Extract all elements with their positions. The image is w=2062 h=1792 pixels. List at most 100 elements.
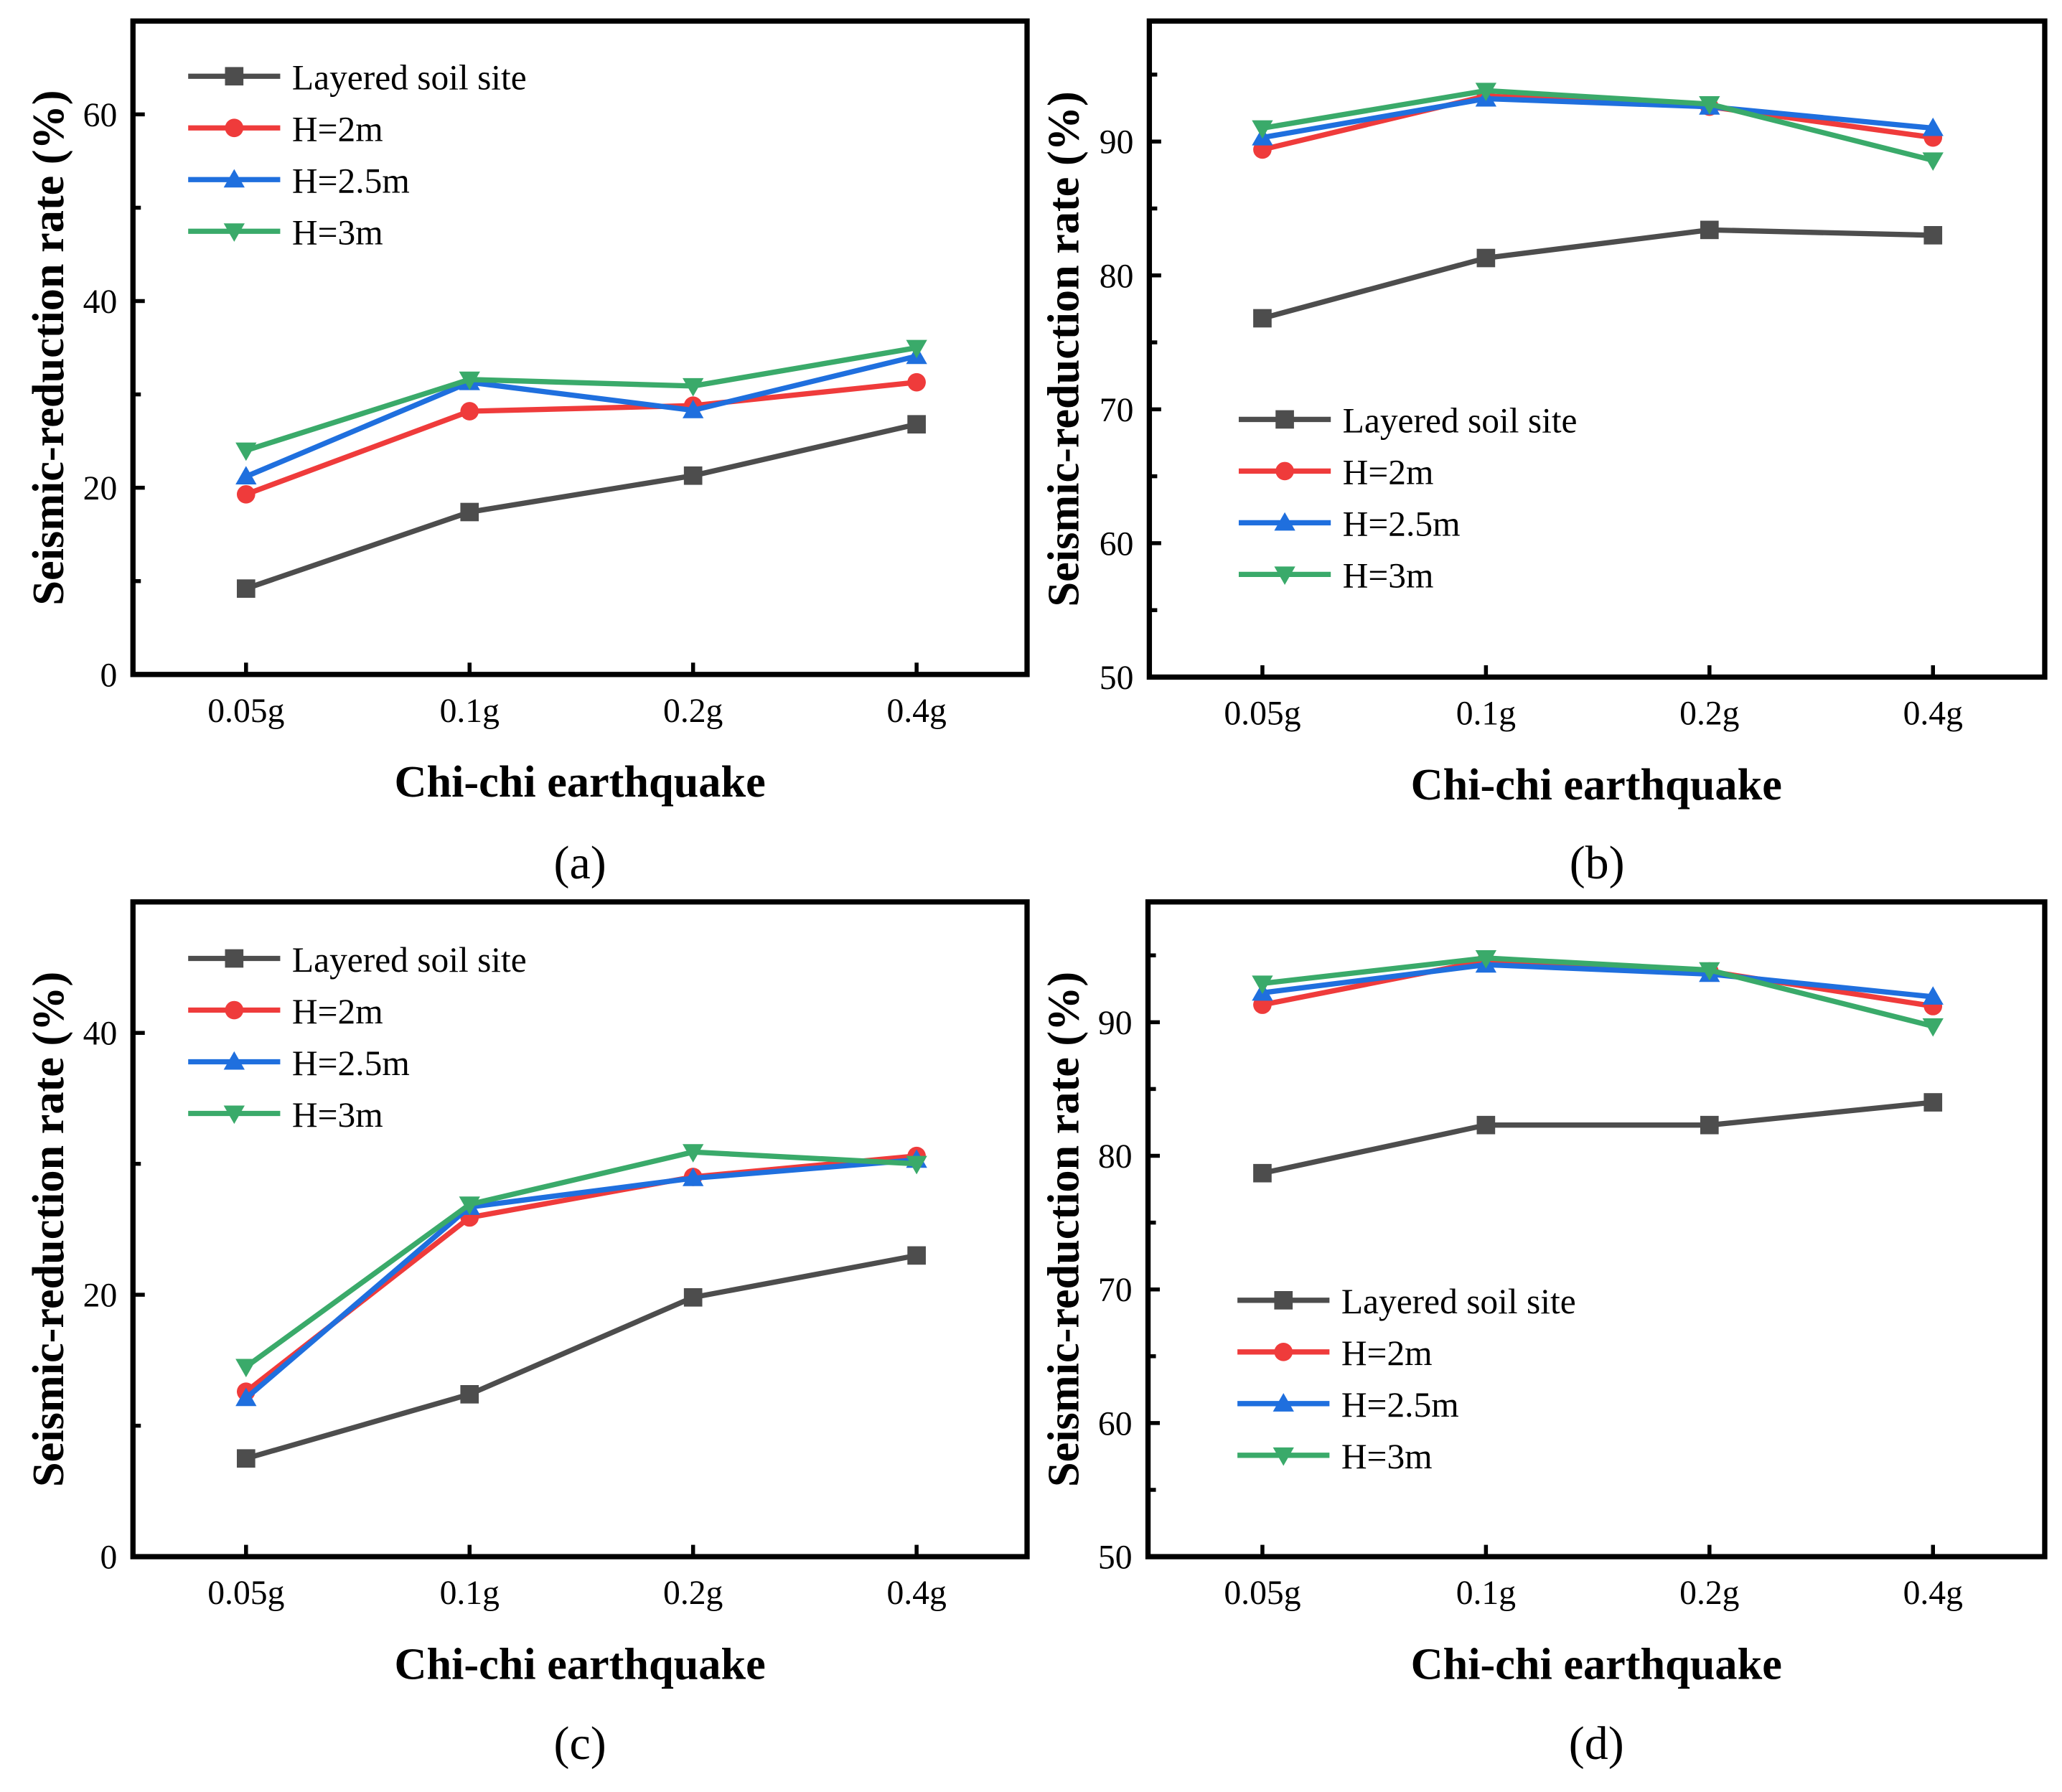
series-line-2 — [244, 1157, 917, 1401]
legend-label: H=2.5m — [292, 1043, 410, 1083]
data-point — [1475, 83, 1497, 101]
y-tick-label: 20 — [83, 1277, 118, 1315]
data-point — [460, 1384, 479, 1404]
y-tick-label: 40 — [83, 1015, 118, 1053]
series-line-3 — [244, 1149, 917, 1369]
legend-label: H=2.5m — [1343, 505, 1461, 544]
x-tick-label: 0.05g — [207, 693, 284, 730]
data-point — [683, 466, 703, 485]
data-point — [906, 1155, 927, 1175]
y-tick-label: 20 — [83, 470, 118, 507]
x-tick-label: 0.4g — [1903, 695, 1963, 732]
legend-label: H=2.5m — [292, 161, 410, 201]
y-tick-label: 80 — [1098, 1138, 1133, 1176]
legend-marker — [1273, 1393, 1294, 1412]
legend-marker — [1274, 566, 1295, 586]
data-point — [1700, 1115, 1719, 1135]
data-point — [1475, 949, 1497, 969]
y-axis-label: Seismic-reduction rate (%) — [24, 972, 73, 1487]
y-axis-label: Seismic-reduction rate (%) — [24, 90, 73, 605]
y-tick-label: 0 — [100, 1539, 117, 1577]
x-tick-label: 0.2g — [663, 1575, 723, 1612]
x-axis-label: Chi-chi earthquake — [395, 1640, 766, 1689]
data-point — [1476, 1115, 1496, 1135]
y-tick-label: 90 — [1098, 1005, 1133, 1042]
x-tick-label: 0.4g — [886, 1575, 946, 1612]
data-point — [683, 1168, 704, 1186]
data-point — [1700, 220, 1719, 240]
data-point — [906, 339, 927, 359]
legend-marker — [225, 949, 244, 968]
legend-marker — [223, 169, 245, 188]
data-point — [1699, 95, 1720, 115]
x-tick-label: 0.1g — [1456, 1575, 1516, 1612]
plot-frame — [1146, 18, 2048, 680]
data-point — [907, 1246, 926, 1265]
x-tick-label: 0.2g — [1679, 695, 1739, 732]
plot-frame — [130, 18, 1030, 677]
data-point — [235, 1359, 257, 1378]
data-point — [459, 1196, 480, 1215]
legend-label: H=2.5m — [1341, 1385, 1459, 1425]
data-point — [235, 442, 257, 461]
y-tick-label: 0 — [100, 657, 117, 694]
data-point — [236, 1449, 256, 1468]
data-point — [1252, 120, 1273, 139]
legend-label: Layered soil site — [1341, 1282, 1576, 1321]
series-line-3 — [1262, 955, 1934, 1029]
chart-panel-b: 50 60 70 80 90 0.05g 0.1g 0.2g 0.4g Layered soil … — [1039, 18, 2048, 889]
data-point — [1253, 1163, 1272, 1183]
panel-label: (a) — [554, 837, 606, 889]
legend-label: Layered soil site — [292, 58, 527, 98]
x-axis-label: Chi-chi earthquake — [1411, 1640, 1782, 1689]
data-point — [683, 1144, 704, 1163]
legend-marker — [223, 223, 245, 242]
y-axis-label: Seismic-reduction rate (%) — [1039, 972, 1088, 1487]
legend-marker — [1274, 1291, 1293, 1310]
y-tick-label: 90 — [1100, 124, 1134, 161]
panel-label: (b) — [1570, 837, 1625, 889]
legend-marker — [223, 1105, 245, 1125]
x-axis-label: Chi-chi earthquake — [1411, 761, 1782, 810]
data-point — [236, 579, 256, 598]
legend-label: H=3m — [1343, 556, 1434, 596]
legend-label: Layered soil site — [1343, 401, 1578, 441]
series-line-2 — [245, 353, 917, 479]
y-tick-label: 60 — [83, 97, 118, 134]
x-tick-label: 0.1g — [440, 1575, 500, 1612]
series-line-0 — [1261, 227, 1934, 322]
legend-label: H=3m — [292, 213, 383, 253]
y-tick-label: 80 — [1100, 258, 1134, 295]
chart-panel-d: 50 60 70 80 90 0.05g 0.1g 0.2g 0.4g Layered soil … — [1039, 899, 2048, 1770]
data-point — [1922, 117, 1944, 136]
legend-marker — [1274, 512, 1295, 531]
legend-marker — [225, 118, 244, 138]
x-tick-label: 0.05g — [1224, 1575, 1301, 1612]
data-point — [1922, 152, 1944, 171]
legend-marker — [225, 67, 244, 86]
legend-marker — [223, 1051, 245, 1070]
series-line-0 — [245, 421, 917, 591]
x-tick-label: 0.2g — [1679, 1575, 1739, 1612]
y-tick-label: 50 — [1100, 660, 1134, 697]
legend-label: Layered soil site — [292, 940, 527, 980]
chart-panel-c: 0 20 40 0.05g 0.1g 0.2g 0.4g Layered soil site H… — [24, 899, 1030, 1770]
data-point — [236, 484, 256, 504]
data-point — [460, 502, 479, 522]
plot-frame — [130, 899, 1030, 1559]
data-point — [1923, 1093, 1943, 1112]
data-point — [1922, 1018, 1944, 1037]
y-tick-label: 50 — [1098, 1539, 1133, 1577]
legend-label: H=3m — [292, 1095, 383, 1135]
y-axis-label: Seismic-reduction rate (%) — [1039, 91, 1088, 606]
series-line-2 — [1262, 95, 1934, 141]
x-axis-label: Chi-chi earthquake — [395, 758, 766, 807]
x-tick-label: 0.05g — [207, 1575, 284, 1612]
legend-marker — [1273, 1447, 1294, 1466]
legend-label: H=2m — [1343, 453, 1434, 492]
y-tick-label: 60 — [1100, 525, 1134, 563]
data-point — [1476, 248, 1496, 268]
x-tick-label: 0.1g — [1456, 695, 1516, 732]
legend-label: H=2m — [1341, 1333, 1433, 1373]
